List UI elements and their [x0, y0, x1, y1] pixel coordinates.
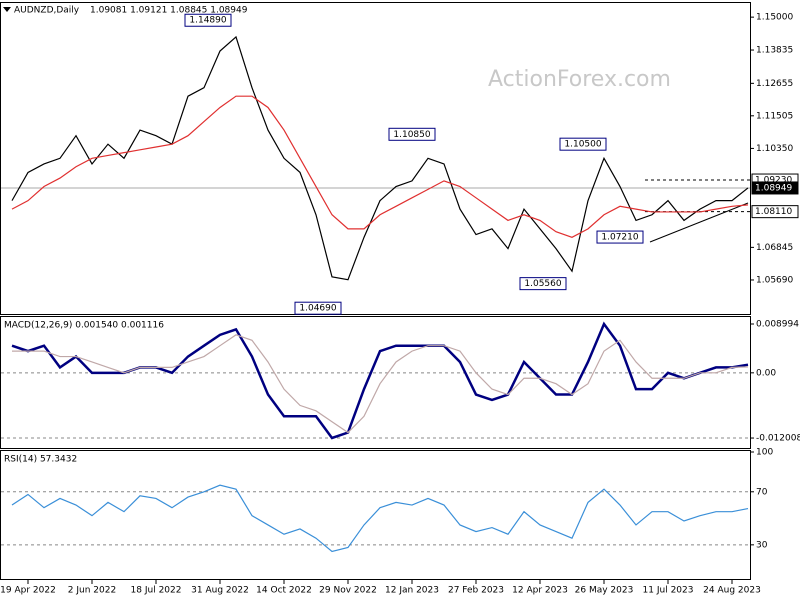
y-tick-label: 1.13835	[756, 46, 793, 56]
level-label: 1.09230	[755, 176, 792, 186]
watermark: ActionForex.com	[488, 67, 671, 92]
annotation-box	[519, 277, 567, 291]
y-tick-label: 1.06845	[756, 243, 793, 253]
y-tick-label: 1.10350	[756, 144, 793, 154]
annotation-label: 1.05560	[524, 279, 561, 289]
x-tick-label: 18 Jul 2022	[131, 586, 182, 596]
macd-panel	[0, 316, 751, 449]
series-line	[12, 334, 749, 434]
menu-arrow	[3, 7, 11, 12]
x-tick-label: 11 Jul 2023	[643, 586, 694, 596]
x-tick-label: 12 Apr 2023	[512, 586, 568, 596]
x-tick-label: 14 Oct 2022	[256, 586, 312, 596]
x-tick-label: 26 May 2023	[575, 586, 634, 596]
series-line	[11, 95, 749, 238]
y-tick-label: 70	[756, 487, 768, 497]
rsi-title: RSI(14) 57.3432	[4, 455, 77, 465]
macd-title: MACD(12,26,9) 0.001540 0.001116	[4, 321, 164, 331]
y-tick-label: 30	[756, 540, 768, 550]
y-tick-label: 1.12655	[756, 79, 793, 89]
y-tick-label: 1.15000	[756, 13, 793, 23]
level-box	[751, 181, 799, 195]
y-tick-label: 0.00	[756, 368, 776, 378]
annotation-label: 1.04690	[299, 304, 336, 314]
x-tick-label: 27 Feb 2023	[448, 586, 504, 596]
annotation-label: 1.10500	[564, 140, 601, 150]
y-tick-label: 1.05690	[756, 275, 793, 285]
series-line	[11, 484, 749, 553]
annotation-label: 1.14890	[189, 16, 226, 26]
x-tick-label: 29 Nov 2022	[319, 586, 377, 596]
x-tick-label: 12 Jan 2023	[385, 586, 439, 596]
annotation-box	[388, 127, 436, 141]
y-tick-label: 1.11505	[756, 111, 793, 121]
level-label: 1.08949	[755, 183, 792, 193]
y-tick-label: 0.008994	[756, 320, 799, 330]
annotation-label: 1.10850	[393, 130, 430, 140]
y-tick-label: -0.012008	[756, 434, 800, 444]
trend-line	[649, 202, 749, 243]
level-label: 1.08110	[755, 207, 792, 217]
main-panel	[0, 2, 751, 315]
rsi-panel	[0, 450, 751, 580]
x-tick-label: 19 Apr 2022	[0, 586, 56, 596]
level-box	[751, 205, 799, 219]
quote: 1.09081 1.09121 1.08845 1.08949	[90, 6, 248, 16]
annotation-box	[184, 13, 232, 27]
x-tick-label: 31 Aug 2022	[191, 586, 249, 596]
chart-title: AUDNZD,Daily	[14, 6, 80, 16]
annotation-box	[294, 301, 342, 315]
series-line	[11, 35, 749, 281]
annotation-label: 1.07210	[601, 233, 638, 243]
annotation-box	[559, 137, 607, 151]
x-tick-label: 2 Jun 2022	[68, 586, 116, 596]
x-tick-label: 24 Aug 2023	[703, 586, 761, 596]
annotation-box	[596, 230, 644, 244]
y-tick-label: 100	[756, 448, 773, 458]
